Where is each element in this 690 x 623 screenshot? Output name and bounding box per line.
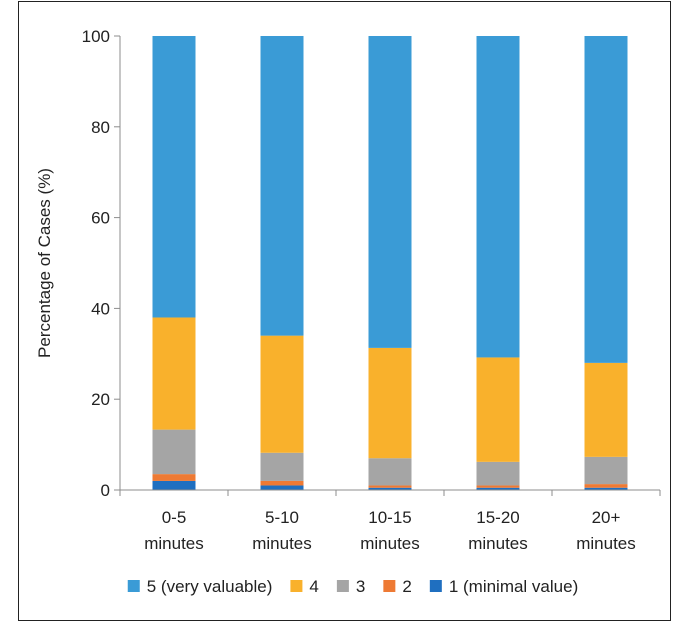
bar-segment xyxy=(260,335,304,453)
bar-segment xyxy=(476,36,520,358)
bar-segment xyxy=(152,317,196,430)
bar-segment xyxy=(260,485,304,490)
bar-segment xyxy=(260,480,304,486)
y-tick-label: 0 xyxy=(101,481,110,500)
legend-swatch xyxy=(336,580,349,592)
x-tick-label: minutes xyxy=(144,534,204,553)
legend-label: 4 xyxy=(309,577,318,596)
bar-segment xyxy=(584,456,628,485)
x-tick-label: minutes xyxy=(576,534,636,553)
x-tick-label: 20+ xyxy=(592,508,621,527)
bar-segment xyxy=(584,484,628,488)
bar-segment xyxy=(260,452,304,481)
x-tick-label: minutes xyxy=(360,534,420,553)
y-axis-label: Percentage of Cases (%) xyxy=(35,168,54,358)
bar-segment xyxy=(368,485,412,488)
x-axis: 0-5 minutes 5-10 minutes 10-15 minutes 15-20 mi… xyxy=(119,489,661,553)
bar-segment xyxy=(368,347,412,459)
bar-segment xyxy=(584,362,628,457)
bar-segment xyxy=(584,36,628,363)
bar-segment xyxy=(368,36,412,348)
bars xyxy=(152,36,628,490)
bar-segment xyxy=(152,429,196,475)
legend-swatch xyxy=(429,580,442,592)
bar-segment xyxy=(476,485,520,488)
legend-label: 3 xyxy=(356,577,365,596)
bar-segment xyxy=(476,357,520,462)
bar-segment xyxy=(368,458,412,486)
legend: 5 (very valuable) 4 3 2 1 (minimal value) xyxy=(127,577,578,596)
legend-swatch xyxy=(290,580,303,592)
x-tick-label: 0-5 xyxy=(162,508,187,527)
y-tick-label: 20 xyxy=(91,390,110,409)
bar-segment xyxy=(152,474,196,481)
y-tick-label: 60 xyxy=(91,209,110,228)
bar-segment xyxy=(152,36,196,318)
bar-segment xyxy=(584,487,628,490)
y-tick-label: 80 xyxy=(91,118,110,137)
bar-segment xyxy=(476,487,520,490)
y-tick-label: 40 xyxy=(91,299,110,318)
legend-label: 5 (very valuable) xyxy=(147,577,273,596)
legend-swatch xyxy=(383,580,396,592)
x-tick-label: 10-15 xyxy=(368,508,411,527)
y-axis: 0 20 40 60 80 100 xyxy=(82,27,121,500)
bar-segment xyxy=(152,480,196,490)
bar-segment xyxy=(368,487,412,490)
x-tick-label: minutes xyxy=(468,534,528,553)
x-tick-label: 5-10 xyxy=(265,508,299,527)
legend-label: 2 xyxy=(402,577,411,596)
legend-swatch xyxy=(127,580,140,592)
chart-frame xyxy=(18,1,671,621)
x-tick-label: minutes xyxy=(252,534,312,553)
y-tick-label: 100 xyxy=(82,27,110,46)
x-tick-label: 15-20 xyxy=(476,508,519,527)
legend-label: 1 (minimal value) xyxy=(449,577,578,596)
bar-segment xyxy=(260,36,304,336)
bar-segment xyxy=(476,461,520,486)
